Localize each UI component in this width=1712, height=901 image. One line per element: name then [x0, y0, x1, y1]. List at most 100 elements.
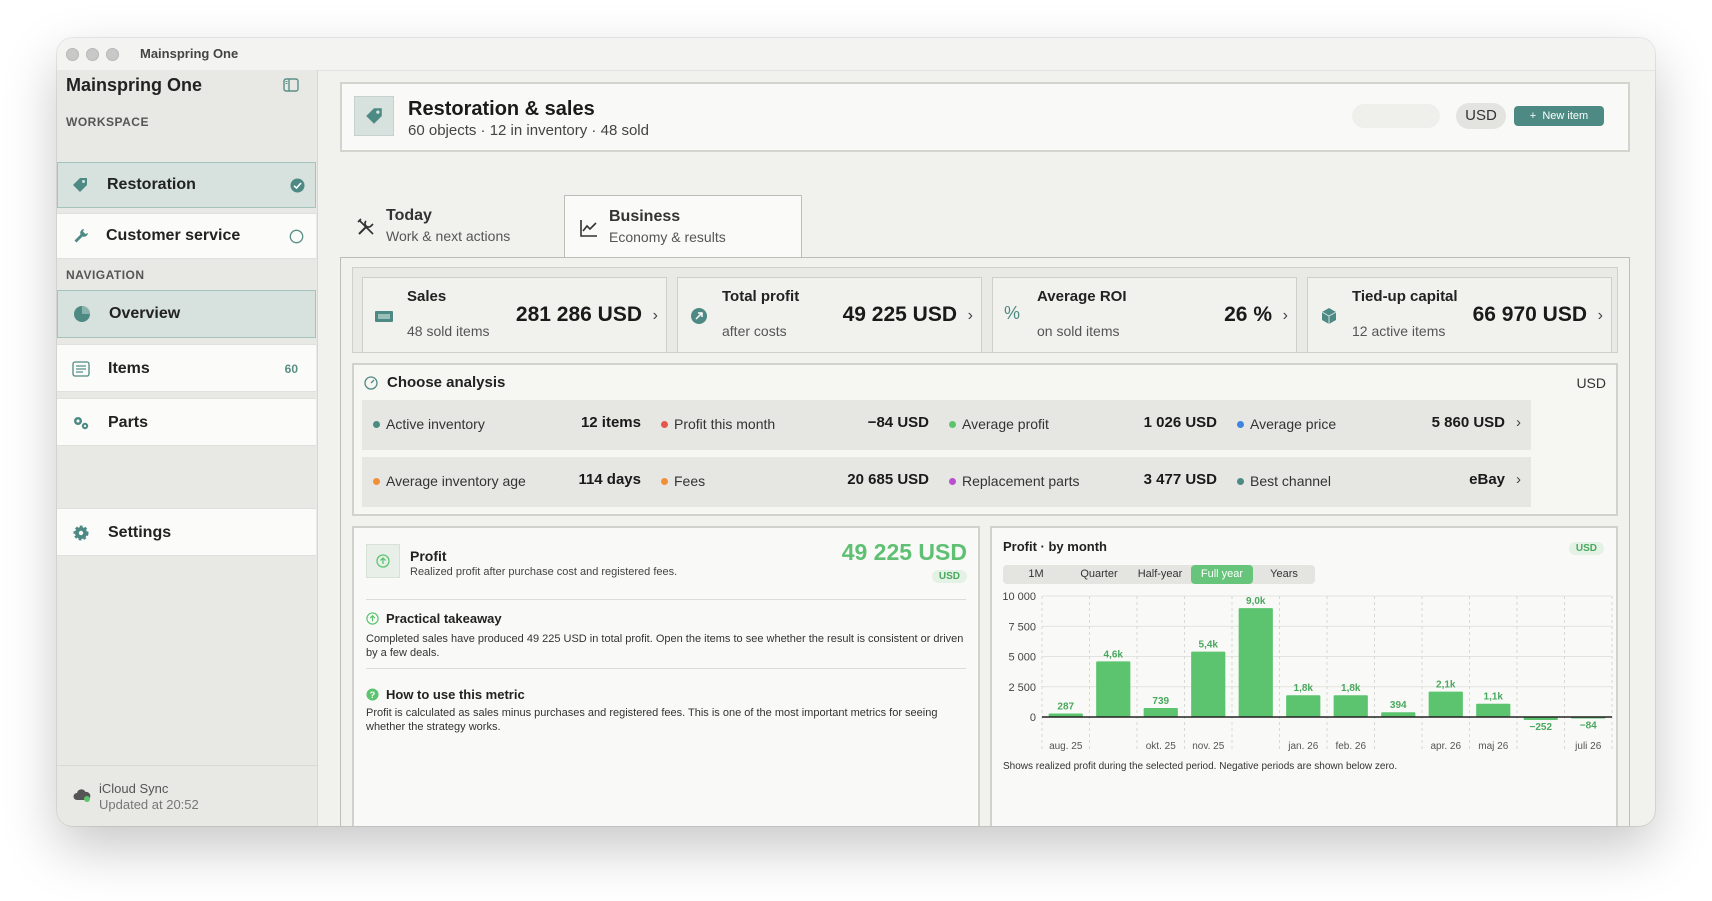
- sidebar-item-restoration[interactable]: Restoration: [57, 162, 316, 208]
- sidebar-item-settings[interactable]: Settings: [57, 508, 316, 556]
- sidebar-item-label: Overview: [109, 305, 181, 322]
- status-dot: [949, 478, 956, 485]
- chip-average-price[interactable]: Average price 5 860 USD ›: [1226, 400, 1531, 450]
- arrow-up-circle-icon: [376, 554, 390, 568]
- y-tick-label: 10 000: [1002, 591, 1036, 603]
- analysis-title: Choose analysis: [387, 374, 506, 391]
- svg-text:?: ?: [370, 690, 376, 700]
- arrow-up-circle-icon: [366, 612, 379, 625]
- profit-title: Profit: [410, 548, 447, 564]
- analysis-currency: USD: [1576, 375, 1606, 391]
- gears-icon: [74, 417, 89, 430]
- chip-average-inventory-age[interactable]: Average inventory age 114 days ›: [362, 457, 667, 507]
- divider: [366, 668, 966, 669]
- page-subtitle: 60 objects · 12 in inventory · 48 sold: [408, 122, 649, 139]
- sidebar-item-parts[interactable]: Parts: [57, 398, 316, 446]
- chart-bar: [1333, 695, 1368, 717]
- x-tick-label: juli 26: [1574, 741, 1602, 752]
- status-dot: [373, 478, 380, 485]
- sync-status: iCloud Sync Updated at 20:52: [57, 765, 317, 826]
- tools-icon: [357, 218, 374, 235]
- howto-title: How to use this metric: [386, 687, 525, 702]
- status-dot: [373, 421, 380, 428]
- sidebar-item-label: Restoration: [107, 176, 196, 193]
- period-half-year[interactable]: Half-year: [1137, 568, 1183, 580]
- check-circle-icon: [290, 178, 305, 193]
- main-content: Restoration & sales 60 objects · 12 in i…: [318, 70, 1655, 826]
- kpi-tied-up-capital[interactable]: Tied-up capital 12 active items 66 970 U…: [1307, 277, 1612, 353]
- tab-subtitle: Economy & results: [609, 229, 726, 245]
- chip-label: Average inventory age: [386, 473, 526, 489]
- period-full-year[interactable]: Full year: [1191, 565, 1253, 584]
- chart-title: Profit · by month: [1003, 539, 1107, 554]
- app-window: Mainspring One Mainspring One WORKSPACE …: [57, 38, 1655, 826]
- kpi-value: 26 %: [1224, 303, 1272, 326]
- chip-replacement-parts[interactable]: Replacement parts 3 477 USD ›: [938, 457, 1243, 507]
- profit-bar-chart: 0 2 500 5 000 7 500 10 000 287 4,6k 739 5,4k 9,0k…: [1002, 591, 1613, 752]
- kpi-sales[interactable]: Sales 48 sold items 281 286 USD ›: [362, 277, 667, 353]
- chart-bar: [1286, 695, 1321, 717]
- y-tick-label: 2 500: [1008, 682, 1036, 694]
- x-tick-label: jan. 26: [1287, 741, 1318, 752]
- x-tick-label: aug. 25: [1049, 741, 1083, 752]
- status-dot: [661, 478, 668, 485]
- currency-badge: USD: [931, 570, 967, 583]
- chip-value: 1 026 USD: [1143, 414, 1217, 431]
- chip-best-channel[interactable]: Best channel eBay ›: [1226, 457, 1531, 507]
- chart-bar: [1238, 608, 1273, 717]
- kpi-title: Total profit: [722, 288, 800, 305]
- chip-label: Fees: [674, 473, 706, 489]
- close-window-button[interactable]: [66, 48, 79, 61]
- kpi-subtitle: 48 sold items: [407, 323, 490, 339]
- tab-business[interactable]: Business Economy & results: [564, 195, 802, 257]
- status-dot: [661, 421, 668, 428]
- chevron-right-icon: ›: [1516, 471, 1521, 488]
- blurred-field: [1352, 104, 1440, 128]
- kpi-average-roi[interactable]: % Average ROI on sold items 26 % ›: [992, 277, 1297, 353]
- period-quarter[interactable]: Quarter: [1080, 568, 1118, 580]
- chip-average-profit[interactable]: Average profit 1 026 USD ›: [938, 400, 1243, 450]
- list-icon: [72, 361, 90, 377]
- bar-data-label: 1,1k: [1484, 692, 1504, 703]
- chip-fees[interactable]: Fees 20 685 USD ›: [650, 457, 955, 507]
- sidebar-item-items[interactable]: Items 60: [57, 344, 316, 392]
- minimize-window-button[interactable]: [86, 48, 99, 61]
- chip-profit-this-month[interactable]: Profit this month −84 USD ›: [650, 400, 955, 450]
- percent-icon: %: [1004, 303, 1021, 323]
- zoom-window-button[interactable]: [106, 48, 119, 61]
- chevron-right-icon: ›: [1282, 307, 1288, 324]
- x-tick-label: okt. 25: [1146, 741, 1176, 752]
- chart-footnote: Shows realized profit during the selecte…: [1003, 761, 1398, 772]
- sidebar-item-customer-service[interactable]: Customer service: [57, 213, 316, 259]
- question-circle-icon: ?: [366, 688, 379, 701]
- box-icon: [1321, 308, 1337, 324]
- plus-icon: +: [1529, 110, 1537, 122]
- currency-selector[interactable]: USD: [1456, 103, 1506, 129]
- chip-label: Replacement parts: [962, 473, 1080, 489]
- tab-today[interactable]: Today Work & next actions: [340, 195, 578, 257]
- empty-circle-icon[interactable]: [289, 229, 304, 244]
- chart-bar: [1048, 713, 1083, 717]
- sidebar-toggle-icon[interactable]: [283, 78, 299, 92]
- bar-data-label: −84: [1580, 721, 1597, 732]
- chip-active-inventory[interactable]: Active inventory 12 items ›: [362, 400, 667, 450]
- kpi-total-profit[interactable]: Total profit after costs 49 225 USD ›: [677, 277, 982, 353]
- status-dot: [1237, 478, 1244, 485]
- new-item-button[interactable]: + New item: [1514, 106, 1604, 126]
- chip-label: Profit this month: [674, 416, 776, 432]
- period-1m[interactable]: 1M: [1028, 568, 1044, 580]
- y-tick-label: 0: [1030, 712, 1036, 724]
- page-header: Restoration & sales 60 objects · 12 in i…: [340, 82, 1630, 152]
- chevron-right-icon: ›: [967, 307, 973, 324]
- new-item-label: New item: [1542, 110, 1589, 122]
- chip-value: 3 477 USD: [1143, 471, 1217, 488]
- period-years[interactable]: Years: [1270, 568, 1298, 580]
- arrow-up-circle-icon: [691, 308, 707, 324]
- sidebar-item-label: Parts: [108, 414, 149, 431]
- cloud-sync-icon: [73, 789, 91, 802]
- howto-body: Profit is calculated as sales minus purc…: [366, 707, 938, 733]
- sidebar-item-overview[interactable]: Overview: [57, 290, 316, 338]
- chevron-right-icon: ›: [1597, 307, 1603, 324]
- kpi-row: Sales 48 sold items 281 286 USD › Total …: [352, 267, 1618, 353]
- tab-title: Business: [609, 208, 681, 225]
